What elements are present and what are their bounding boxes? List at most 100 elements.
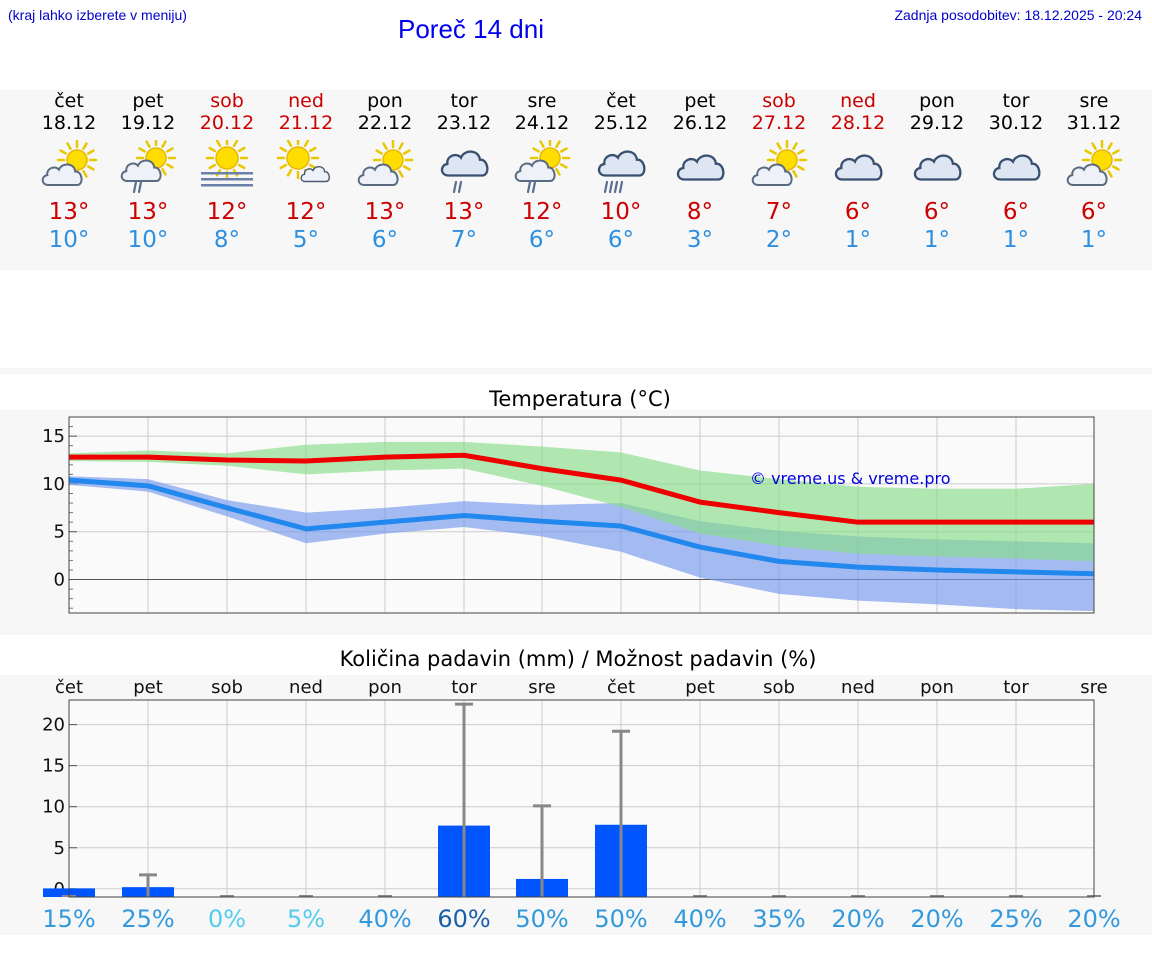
sun-cloud-icon xyxy=(1066,140,1123,186)
y-tick-label: 5 xyxy=(54,522,65,543)
min-temperature: 10° xyxy=(127,227,169,253)
forecast-day: ned 21.12 12° 5° xyxy=(266,90,346,254)
day-date: 29.12 xyxy=(909,112,965,134)
plot-area xyxy=(69,700,1094,897)
y-tick-label: 10 xyxy=(42,797,65,818)
precipitation-probability: 0% xyxy=(208,905,246,933)
x-tick-label: ned xyxy=(289,677,323,698)
precipitation-probability: 60% xyxy=(437,905,490,933)
min-temperature: 6° xyxy=(607,227,635,253)
max-temperature: 13° xyxy=(127,199,169,225)
day-date: 26.12 xyxy=(672,112,728,134)
sun-cloud-rain-icon xyxy=(514,140,571,194)
day-name: ned xyxy=(288,90,324,112)
sun-cloud-icon xyxy=(357,140,414,186)
last-update: Zadnja posodobitev: 18.12.2025 - 20:24 xyxy=(894,7,1142,23)
sun-cloud-icon xyxy=(751,140,808,186)
forecast-day: sre 24.12 12° 6° xyxy=(502,90,582,254)
day-date: 20.12 xyxy=(199,112,255,134)
day-name: pet xyxy=(684,90,716,112)
precipitation-probability: 40% xyxy=(673,905,726,933)
day-date: 28.12 xyxy=(830,112,886,134)
day-name: sre xyxy=(1079,90,1109,112)
precipitation-probability: 40% xyxy=(358,905,411,933)
watermark: © vreme.us & vreme.pro xyxy=(750,469,951,488)
forecast-day: sre 31.12 6° 1° xyxy=(1054,90,1134,254)
day-date: 27.12 xyxy=(751,112,807,134)
max-temperature: 13° xyxy=(364,199,406,225)
max-temperature: 8° xyxy=(686,199,714,225)
daily-forecast-strip: čet 18.12 13° 10° pet 19.12 13° 10° sob 20.12 12° 8… xyxy=(0,90,1152,270)
cloud-heavy-rain-icon xyxy=(597,150,646,194)
y-tick-label: 15 xyxy=(42,756,65,777)
min-temperature: 6° xyxy=(371,227,399,253)
precipitation-probability: 20% xyxy=(831,905,884,933)
forecast-day: pet 26.12 8° 3° xyxy=(660,90,740,254)
y-tick-label: 15 xyxy=(42,426,65,447)
min-temperature: 8° xyxy=(213,227,241,253)
sun-cloud-rain-icon xyxy=(120,140,177,194)
x-tick-label: ned xyxy=(841,677,875,698)
day-name: tor xyxy=(1002,90,1030,112)
forecast-day: ned 28.12 6° 1° xyxy=(818,90,898,254)
sun-small-cloud-icon xyxy=(276,140,330,183)
x-tick-label: sob xyxy=(211,677,243,698)
day-date: 19.12 xyxy=(120,112,176,134)
max-temperature-range xyxy=(69,441,1094,562)
cloud-icon xyxy=(992,154,1041,181)
day-date: 23.12 xyxy=(436,112,492,134)
forecast-day: čet 25.12 10° 6° xyxy=(581,90,661,254)
min-temperature-range xyxy=(69,476,1094,612)
x-tick-label: sre xyxy=(1080,677,1107,698)
max-temperature: 13° xyxy=(48,199,90,225)
x-tick-label: čet xyxy=(55,677,83,698)
page-title: Poreč 14 dni xyxy=(398,14,544,44)
day-name: pon xyxy=(919,90,955,112)
temperature-chart: 0 5 10 15 © vreme.us & vreme.pro xyxy=(0,410,1152,635)
cloud-icon xyxy=(834,154,883,181)
day-date: 22.12 xyxy=(357,112,413,134)
x-tick-label: tor xyxy=(1003,677,1029,698)
day-name: pon xyxy=(367,90,403,112)
cloud-icon xyxy=(913,154,962,181)
precipitation-probability: 20% xyxy=(1067,905,1120,933)
forecast-day: čet 18.12 13° 10° xyxy=(29,90,109,254)
forecast-day: pet 19.12 13° 10° xyxy=(108,90,188,254)
min-temperature: 3° xyxy=(686,227,714,253)
precipitation-probability: 50% xyxy=(515,905,568,933)
x-tick-label: sob xyxy=(763,677,795,698)
plot-border xyxy=(68,416,1095,614)
x-tick-label: tor xyxy=(451,677,477,698)
precipitation-probability: 20% xyxy=(910,905,963,933)
sun-fog-icon xyxy=(201,140,253,187)
x-tick-label: pon xyxy=(920,677,954,698)
day-name: čet xyxy=(54,90,84,112)
day-name: sob xyxy=(762,90,796,112)
forecast-day: pon 22.12 13° 6° xyxy=(345,90,425,254)
max-temperature: 10° xyxy=(600,199,642,225)
precipitation-probability: 25% xyxy=(989,905,1042,933)
max-temperature: 6° xyxy=(923,199,951,225)
day-date: 31.12 xyxy=(1066,112,1122,134)
precipitation-probability: 5% xyxy=(287,905,325,933)
forecast-day: sob 20.12 12° 8° xyxy=(187,90,267,254)
min-temperature: 1° xyxy=(923,227,951,253)
day-date: 30.12 xyxy=(988,112,1044,134)
x-tick-label: pet xyxy=(133,677,163,698)
day-name: sob xyxy=(210,90,244,112)
forecast-day: tor 23.12 13° 7° xyxy=(424,90,504,254)
precipitation-probability: 50% xyxy=(594,905,647,933)
max-temperature: 6° xyxy=(1002,199,1030,225)
max-temperature: 12° xyxy=(285,199,327,225)
day-date: 18.12 xyxy=(41,112,97,134)
forecast-day: sob 27.12 7° 2° xyxy=(739,90,819,254)
day-name: ned xyxy=(840,90,876,112)
precipitation-probability: 35% xyxy=(752,905,805,933)
max-temperature: 6° xyxy=(844,199,872,225)
min-temperature: 7° xyxy=(450,227,478,253)
max-temperature: 6° xyxy=(1080,199,1108,225)
day-name: pet xyxy=(132,90,164,112)
max-temperature: 12° xyxy=(521,199,563,225)
x-tick-label: čet xyxy=(607,677,635,698)
day-name: čet xyxy=(606,90,636,112)
